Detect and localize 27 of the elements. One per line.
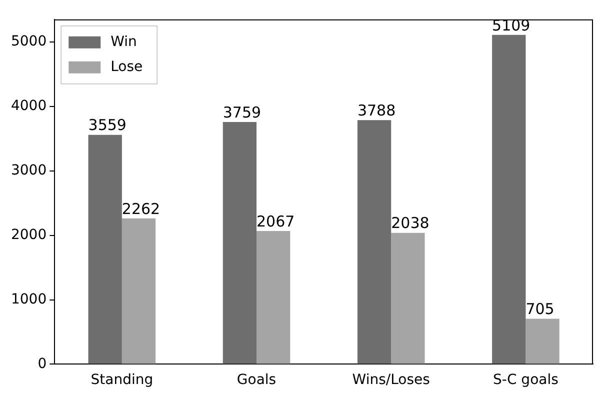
x-tick-label: Goals xyxy=(236,372,276,388)
data-label: 3788 xyxy=(357,101,396,120)
legend-label: Lose xyxy=(110,59,143,76)
data-label: 2262 xyxy=(122,200,160,218)
data-label: 3559 xyxy=(88,116,126,134)
bar xyxy=(391,232,425,364)
data-label: 2067 xyxy=(256,212,295,230)
y-tick-label: 3000 xyxy=(10,162,47,178)
bar xyxy=(256,230,290,364)
y-tick-label: 1000 xyxy=(10,291,47,308)
legend-label: Win xyxy=(110,34,137,50)
y-tick-label: 2000 xyxy=(10,226,47,243)
data-label: 3759 xyxy=(222,103,262,122)
x-tick-label: Standing xyxy=(90,372,154,388)
y-tick-label: 5000 xyxy=(10,34,47,50)
bar xyxy=(222,122,257,364)
bar xyxy=(122,218,156,364)
data-label: 705 xyxy=(526,300,554,318)
x-tick-label: Wins/Loses xyxy=(352,372,430,388)
y-tick-label: 0 xyxy=(38,356,47,372)
y-tick-label: 4000 xyxy=(10,98,47,114)
bar xyxy=(526,318,560,364)
bar xyxy=(88,134,122,364)
bar xyxy=(357,120,392,364)
x-tick-label: S-C goals xyxy=(493,372,558,388)
bar xyxy=(492,34,526,364)
data-label: 2038 xyxy=(391,214,430,232)
